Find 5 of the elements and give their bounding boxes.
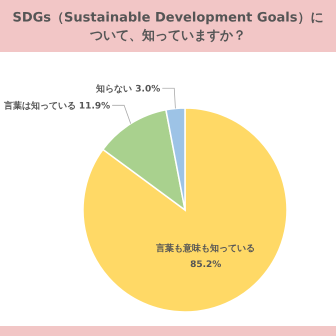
data-label: 85.2% xyxy=(190,260,222,270)
slice-label: 言葉は知っている 11.9% xyxy=(2,100,110,112)
slice-label: 知らない 3.0% xyxy=(95,83,160,94)
chart-title: SDGs（Sustainable Development Goals）について、知っていますか？ xyxy=(12,10,324,44)
slice-label: 言葉も意味も知っている xyxy=(155,242,256,254)
